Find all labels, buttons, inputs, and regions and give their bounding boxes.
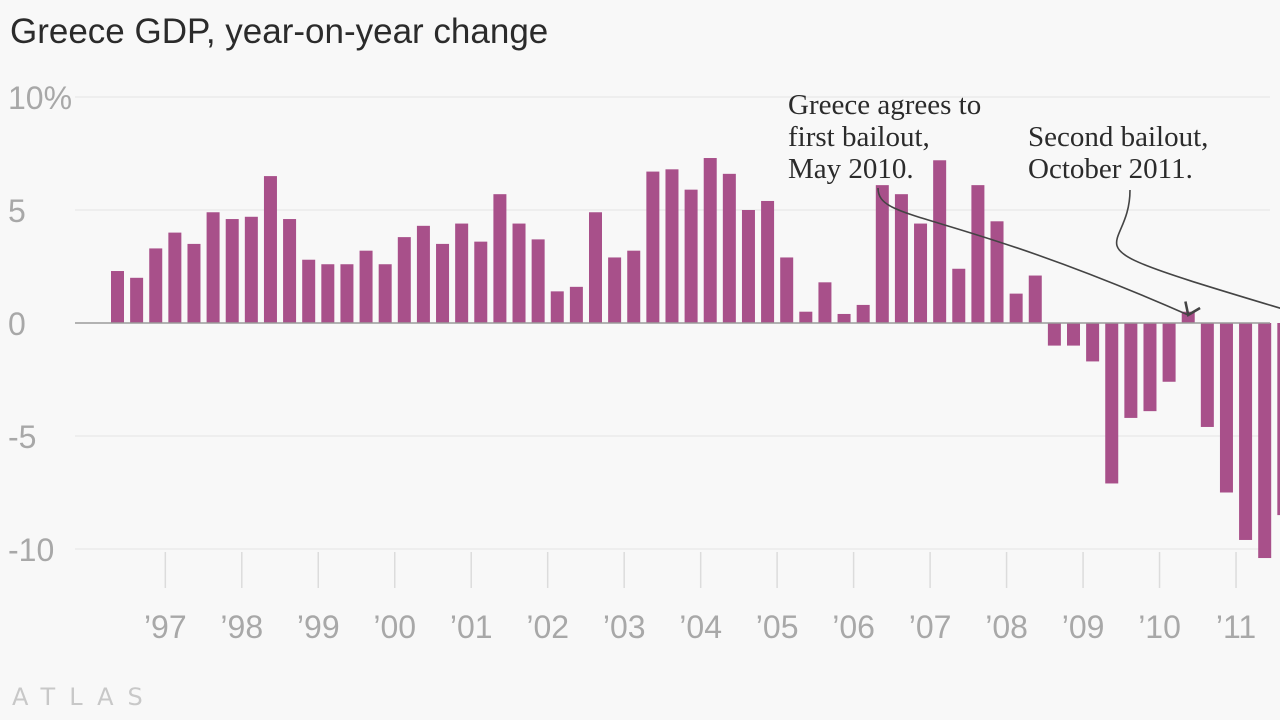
- bar: [321, 264, 335, 323]
- x-tick-label: ’06: [832, 609, 875, 645]
- x-tick-label: ’09: [1062, 609, 1105, 645]
- bar: [149, 248, 163, 323]
- bar: [722, 173, 736, 323]
- bar: [741, 210, 755, 323]
- bar: [837, 313, 851, 323]
- bar: [1047, 323, 1061, 346]
- bar: [1162, 323, 1176, 382]
- bar: [531, 239, 545, 323]
- bar: [283, 219, 297, 323]
- bar: [894, 194, 908, 323]
- annotation-text: first bailout,: [788, 121, 930, 153]
- bar: [646, 171, 660, 323]
- bar: [378, 264, 392, 323]
- bar: [263, 176, 277, 323]
- bar: [761, 200, 775, 323]
- x-tick-label: ’97: [144, 609, 187, 645]
- bars: [111, 158, 1280, 559]
- x-tick-label: ’07: [909, 609, 952, 645]
- annotation-text: Second bailout,: [1028, 121, 1208, 153]
- bar: [474, 241, 488, 323]
- bar: [397, 237, 411, 323]
- annotation-text: May 2010.: [788, 153, 914, 185]
- x-axis-ticks: ’97 ’98 ’99 ’00 ’01 ’02 ’03 ’04 ’05 ’06 ’07 ’08 ’09 ’…: [144, 552, 1256, 645]
- bar: [818, 282, 832, 323]
- bar: [416, 225, 430, 323]
- bar: [130, 277, 144, 323]
- bar: [1239, 323, 1253, 540]
- bar: [990, 221, 1004, 323]
- bar: [455, 223, 469, 323]
- bar: [1200, 323, 1214, 427]
- bar: [340, 264, 354, 323]
- bar: [684, 189, 698, 323]
- bar: [799, 311, 813, 323]
- y-tick-label: -10: [8, 532, 54, 568]
- bar: [1105, 323, 1119, 484]
- bar: [493, 194, 507, 323]
- bar: [780, 257, 794, 323]
- bar: [1181, 311, 1195, 323]
- bar: [1067, 323, 1080, 346]
- bar: [971, 185, 985, 323]
- y-axis-ticks: 10% 5 0 -5 -10: [8, 80, 72, 568]
- x-tick-label: ’11: [1216, 609, 1256, 645]
- bar: [665, 169, 679, 323]
- bar: [206, 212, 220, 323]
- bar: [608, 257, 622, 323]
- x-tick-label: ’05: [756, 609, 799, 645]
- x-tick-label: ’01: [450, 609, 493, 645]
- bar: [1028, 275, 1042, 323]
- bar: [436, 243, 450, 323]
- bar: [589, 212, 602, 323]
- y-tick-label: 10%: [8, 80, 72, 116]
- bar: [512, 223, 526, 323]
- bar: [1086, 323, 1100, 362]
- chart-title: Greece GDP, year-on-year change: [10, 12, 549, 51]
- x-tick-label: ’10: [1138, 609, 1181, 645]
- bar: [550, 291, 564, 323]
- bar: [703, 158, 717, 323]
- annotation-text: October 2011.: [1028, 153, 1193, 185]
- bar: [933, 160, 947, 323]
- annotation-text: Greece agrees to: [788, 89, 981, 121]
- bar: [856, 304, 870, 323]
- atlas-brand-logo: ATLAS: [12, 683, 157, 711]
- bar: [168, 232, 182, 323]
- x-tick-label: ’08: [985, 609, 1028, 645]
- y-tick-label: -5: [8, 419, 36, 455]
- y-tick-label: 5: [8, 193, 26, 229]
- bar: [627, 250, 641, 323]
- annotation-arrow: [877, 187, 1201, 318]
- y-tick-label: 0: [8, 306, 26, 342]
- bar: [914, 223, 928, 323]
- x-tick-label: ’03: [603, 609, 646, 645]
- bar: [1219, 323, 1233, 493]
- x-tick-label: ’98: [220, 609, 263, 645]
- bar: [875, 185, 889, 323]
- bar: [1143, 323, 1157, 412]
- bar: [187, 243, 201, 323]
- bar: [569, 286, 583, 323]
- bar: [359, 250, 373, 323]
- x-tick-label: ’99: [297, 609, 340, 645]
- bar: [302, 259, 316, 323]
- bar: [1258, 323, 1272, 559]
- bar: [111, 271, 124, 323]
- x-tick-label: ’04: [679, 609, 722, 645]
- x-tick-label: ’00: [373, 609, 416, 645]
- bar: [1277, 323, 1280, 516]
- bar: [225, 219, 239, 323]
- bar: [244, 216, 258, 323]
- annotation-arrow: [1115, 189, 1280, 309]
- bar: [1009, 293, 1023, 323]
- x-tick-label: ’02: [526, 609, 569, 645]
- bar: [952, 268, 966, 323]
- bar: [1124, 323, 1138, 418]
